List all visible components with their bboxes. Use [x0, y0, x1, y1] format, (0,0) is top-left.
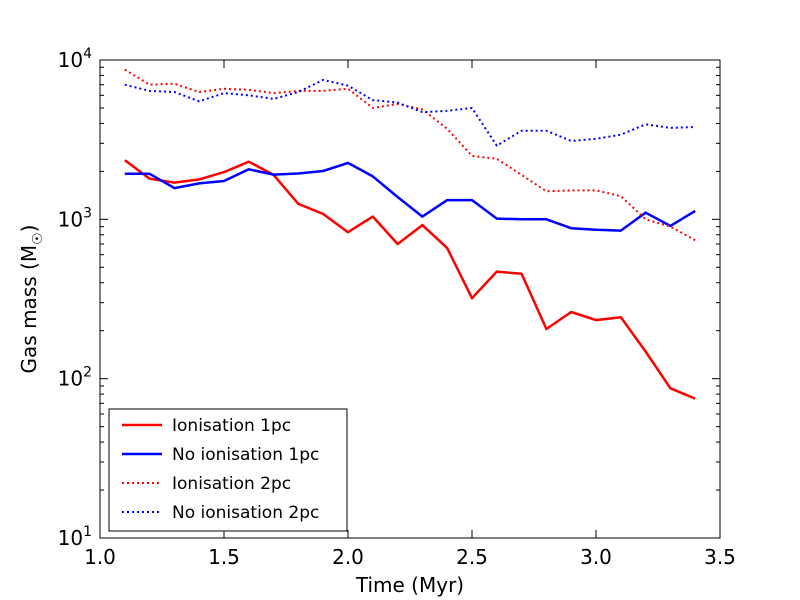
y-tick-label: 103: [58, 205, 92, 231]
y-tick-label: 104: [58, 46, 92, 72]
x-tick-label: 3.5: [704, 545, 736, 569]
plot-frame: [99, 59, 721, 539]
y-axis-title-main: Gas mass (M: [17, 245, 41, 374]
legend: Ionisation 1pc No ionisation 1pc Ionisatio…: [108, 408, 348, 532]
x-tick-label: 3.0: [580, 545, 612, 569]
legend-label-1: No ionisation 1pc: [172, 445, 319, 465]
legend-frame: [108, 408, 348, 532]
x-tick-label: 1.5: [208, 545, 240, 569]
series-line-1: [124, 161, 696, 232]
legend-label-3: No ionisation 2pc: [172, 503, 319, 523]
x-axis-title: Time (Myr): [355, 573, 464, 597]
y-tick-label: 101: [58, 524, 92, 550]
y-tick-label: 102: [58, 365, 92, 391]
series-line-0: [124, 159, 696, 400]
y-axis-title-sub: ☉: [30, 232, 46, 245]
x-tick-label: 2.0: [332, 545, 364, 569]
series-line-3: [124, 78, 696, 147]
legend-label-2: Ionisation 2pc: [172, 474, 291, 494]
series-layer: [124, 68, 696, 400]
tick-layer: 1.0 1.5 2.0 2.5 3.0 3.5 101 102 103 104: [58, 46, 736, 569]
y-axis-title-close: ): [17, 225, 41, 233]
series-line-2: [124, 68, 696, 242]
x-tick-label: 2.5: [456, 545, 488, 569]
legend-label-0: Ionisation 1pc: [172, 416, 291, 436]
y-axis-title: Gas mass (M☉): [17, 225, 46, 374]
x-tick-label: 1.0: [84, 545, 116, 569]
